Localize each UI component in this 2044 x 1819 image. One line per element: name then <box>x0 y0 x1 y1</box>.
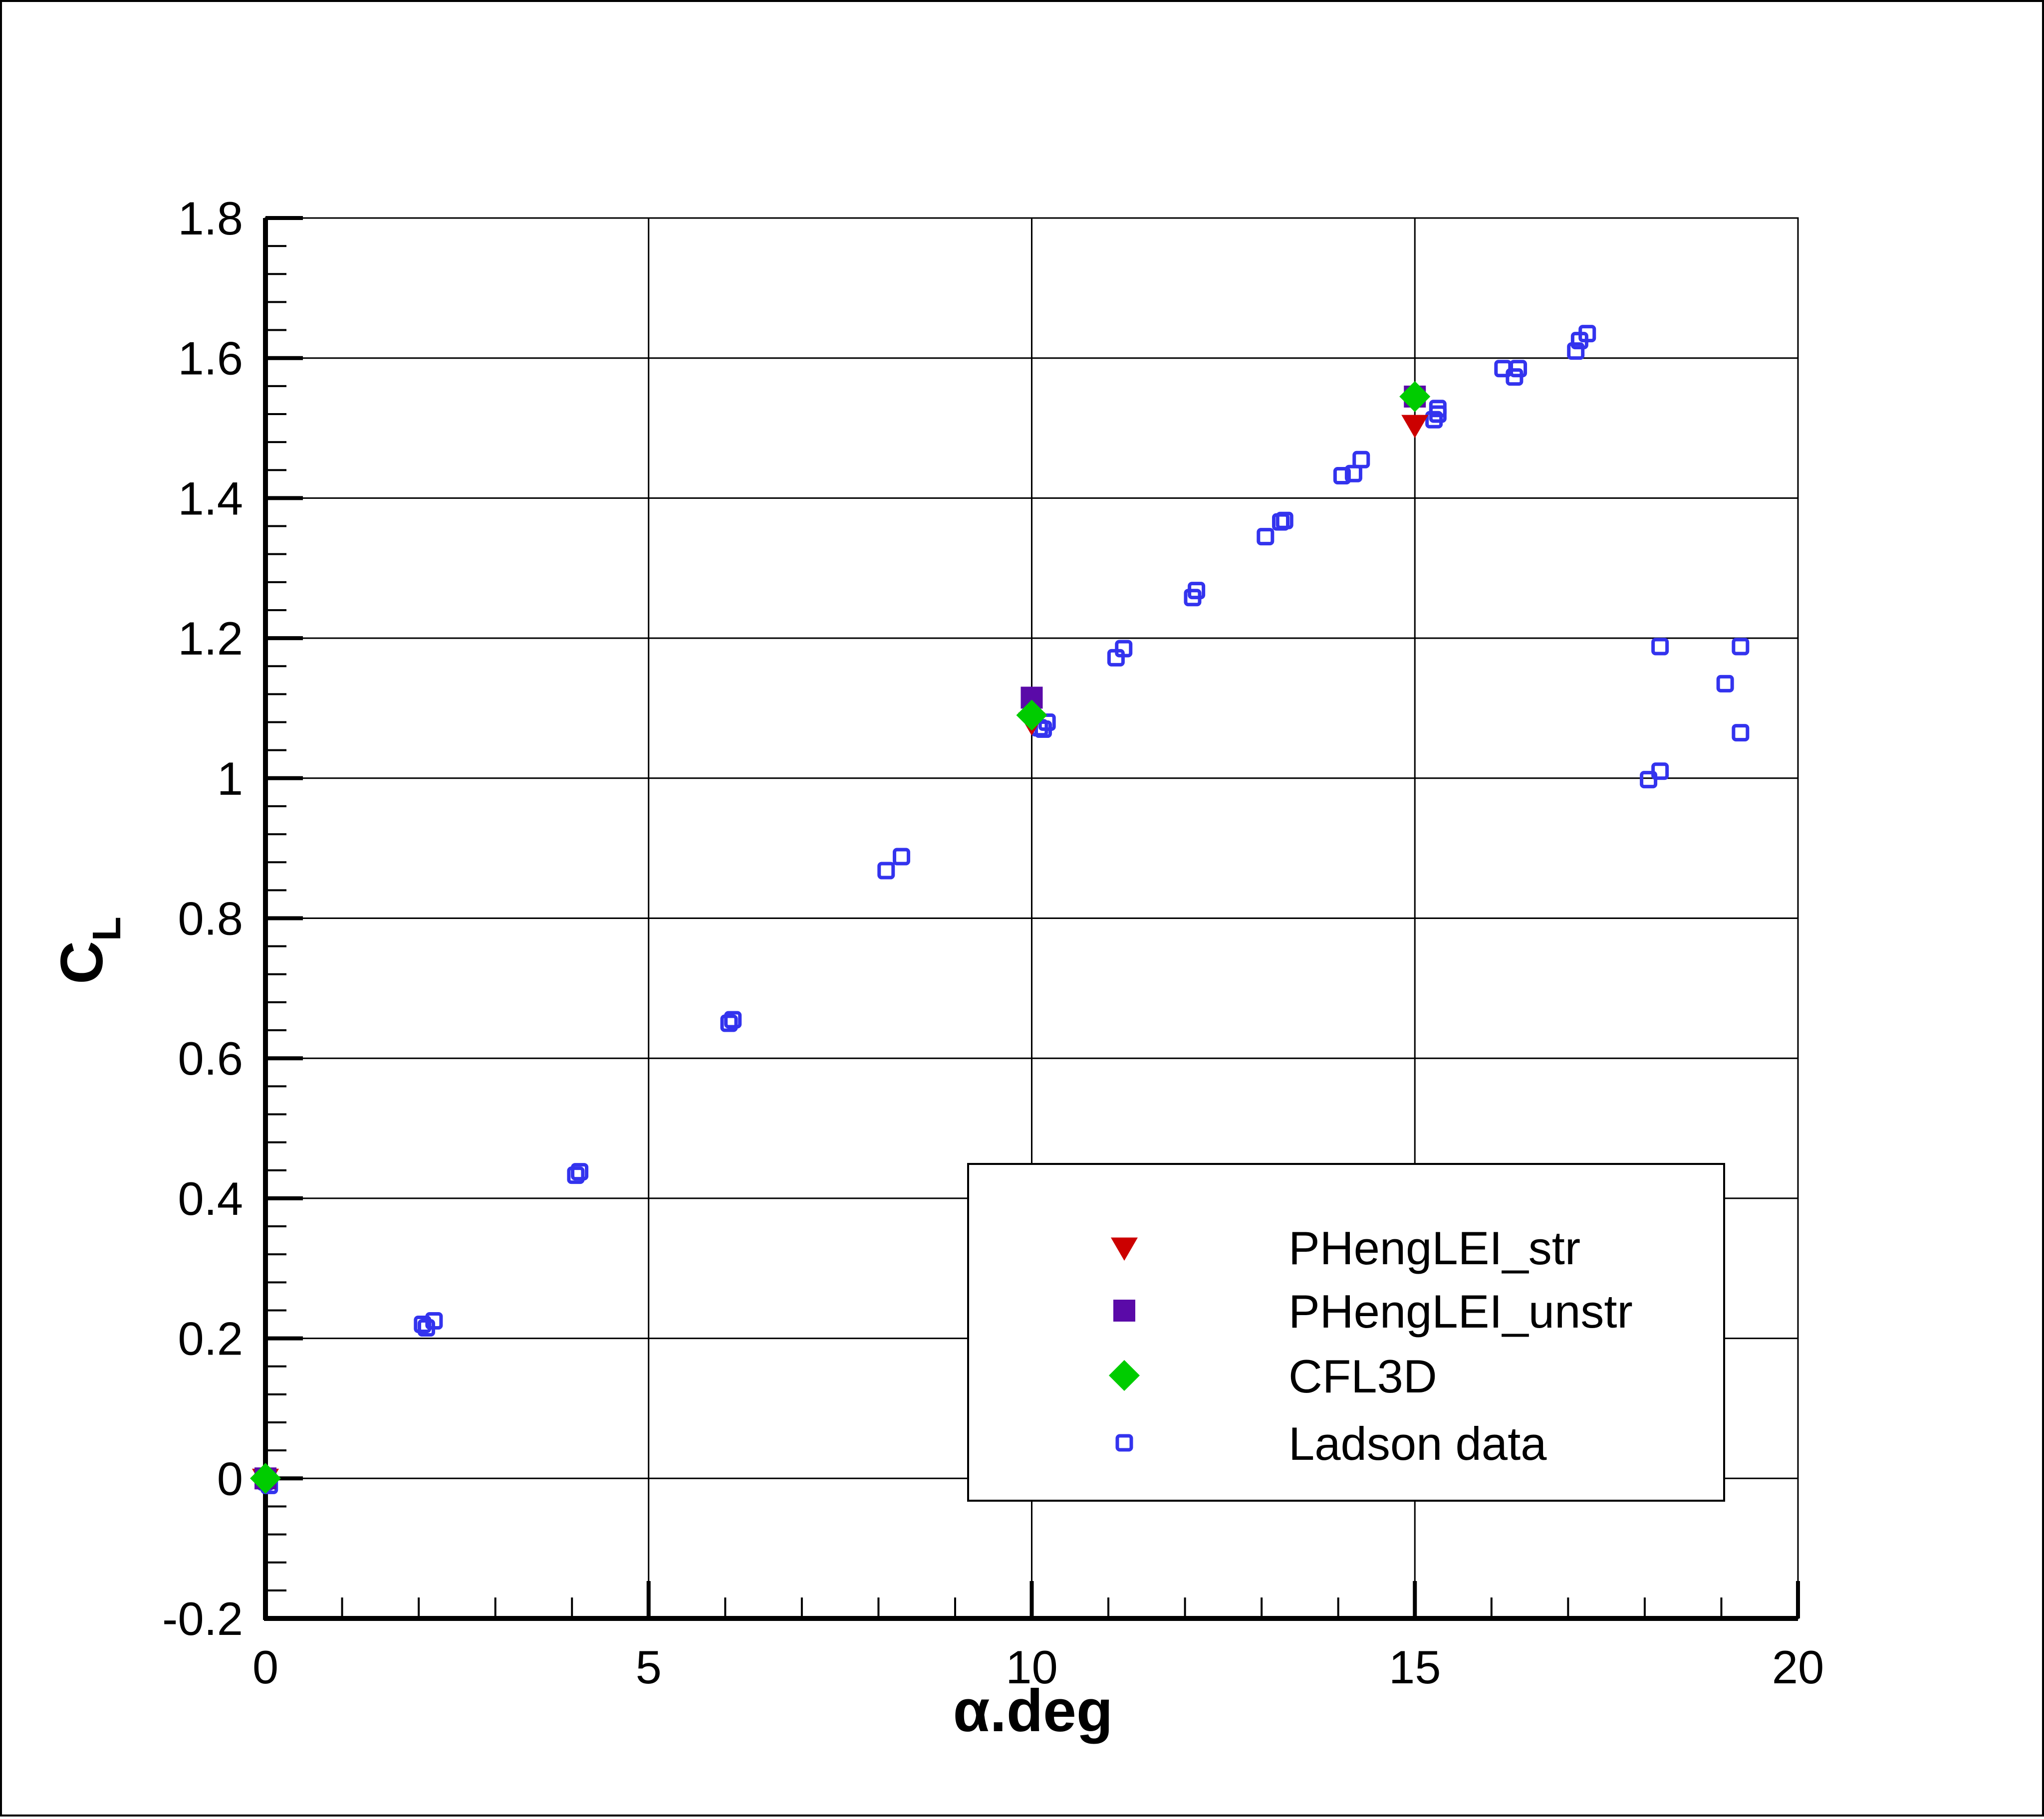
y-tick-label-3: 0.4 <box>178 1172 243 1225</box>
x-tick-label-3: 15 <box>1389 1641 1441 1693</box>
y-tick-label-2: 0.2 <box>178 1313 243 1365</box>
x-tick-label-0: 0 <box>253 1641 278 1693</box>
point-cfl3d-0 <box>250 1463 281 1494</box>
point-phenglei-str-2 <box>1401 415 1429 439</box>
legend-marker-0 <box>1111 1237 1138 1261</box>
point-ladson-data-33 <box>1578 325 1596 343</box>
point-ladson-data-10 <box>877 862 895 880</box>
point-ladson-data-36 <box>1651 762 1669 780</box>
y-axis-title-main: C <box>48 941 115 984</box>
point-ladson-data-7 <box>571 1163 589 1181</box>
point-ladson-data-3 <box>414 1316 432 1334</box>
legend-marker-1 <box>1113 1300 1135 1322</box>
point-ladson-data-38 <box>1732 638 1750 656</box>
legend-label-3: Ladson data <box>1288 1417 1547 1470</box>
point-ladson-data-22 <box>1333 466 1351 484</box>
point-ladson-data-11 <box>892 848 910 866</box>
point-ladson-data-37 <box>1716 675 1734 692</box>
points-layer <box>250 325 1750 1494</box>
point-ladson-data-6 <box>567 1166 585 1184</box>
legend-label-0: PHengLEI_str <box>1288 1222 1580 1274</box>
y-axis-title-sub: L <box>84 916 129 941</box>
legend-label-2: CFL3D <box>1288 1350 1437 1402</box>
point-cfl3d-1 <box>1016 699 1047 731</box>
ticks-layer <box>263 216 1800 1620</box>
x-axis-title: α.deg <box>953 1677 1113 1744</box>
point-ladson-data-24 <box>1352 451 1370 468</box>
point-ladson-data-39 <box>1732 724 1750 742</box>
legend-marker-3 <box>1115 1434 1133 1452</box>
x-tick-label-2: 10 <box>1006 1641 1058 1693</box>
point-ladson-data-27 <box>1429 400 1447 418</box>
y-tick-label-6: 1 <box>217 752 243 805</box>
x-tick-label-4: 20 <box>1772 1641 1824 1693</box>
point-ladson-data-30 <box>1510 360 1528 378</box>
point-ladson-data-19 <box>1257 528 1275 546</box>
legend: PHengLEI_str PHengLEI_unstr CFL3D Ladson da… <box>967 1163 1725 1502</box>
legend-box <box>967 1163 1725 1502</box>
point-ladson-data-8 <box>720 1014 738 1032</box>
point-ladson-data-18 <box>1188 582 1206 600</box>
point-ladson-data-16 <box>1115 640 1133 658</box>
y-tick-label-7: 1.2 <box>178 612 243 665</box>
y-tick-label-0: -0.2 <box>162 1592 243 1645</box>
y-tick-label-1: 0 <box>217 1452 243 1505</box>
y-tick-label-4: 0.6 <box>178 1032 243 1085</box>
point-ladson-data-21 <box>1276 511 1293 529</box>
y-tick-label-9: 1.6 <box>178 332 243 385</box>
y-tick-label-8: 1.4 <box>178 472 243 524</box>
y-tick-label-10: 1.8 <box>178 192 243 244</box>
y-axis-title: CL <box>48 916 129 984</box>
point-cfl3d-2 <box>1399 381 1431 412</box>
x-tick-label-1: 5 <box>636 1641 662 1693</box>
y-tick-label-5: 0.8 <box>178 893 243 945</box>
point-ladson-data-9 <box>724 1011 742 1029</box>
tick-labels-layer: 0 5 10 15 20-0.200.20.40.60.811.21.41.61.8 <box>162 192 1824 1693</box>
point-ladson-data-31 <box>1567 342 1585 360</box>
legend-marker-2 <box>1109 1360 1140 1391</box>
point-ladson-data-35 <box>1651 638 1669 656</box>
point-ladson-data-5 <box>425 1312 443 1330</box>
legend-label-1: PHengLEI_unstr <box>1288 1285 1633 1338</box>
